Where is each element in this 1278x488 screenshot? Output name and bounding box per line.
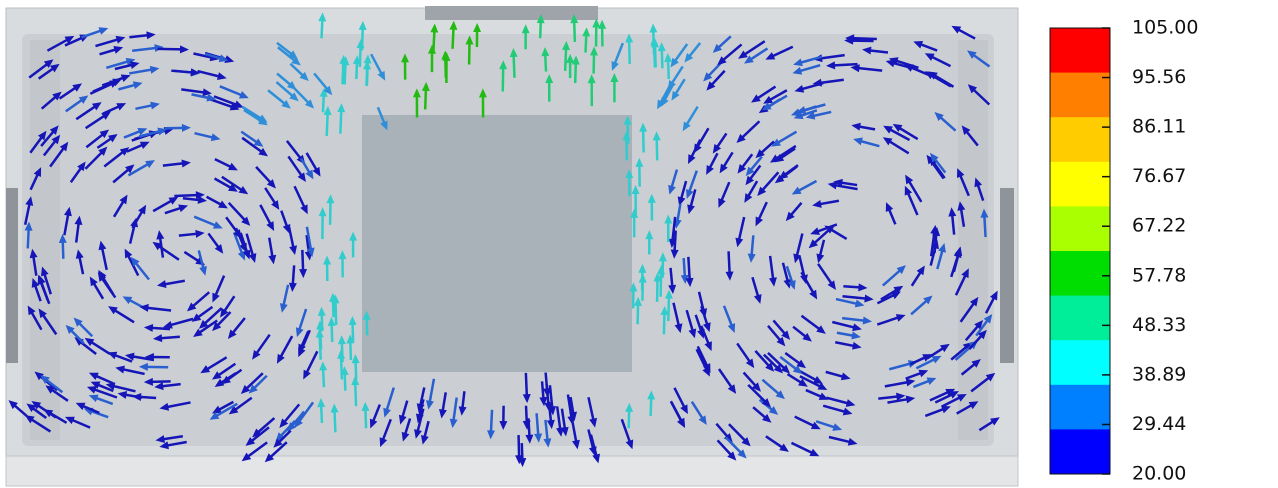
flow-arrow (984, 215, 985, 238)
flow-arrow (150, 381, 171, 382)
flow-arrow (322, 18, 323, 38)
colorbar-label: 29.44 (1132, 413, 1186, 435)
flow-arrow (360, 45, 361, 67)
flow-arrow (668, 59, 669, 79)
flow-arrow (629, 39, 630, 63)
colorbar-segment (1050, 206, 1110, 251)
flow-arrow (729, 251, 730, 274)
colorbar-segment (1050, 73, 1110, 118)
colorbar-label: 95.56 (1132, 66, 1186, 88)
flow-arrow (664, 312, 665, 334)
flow-arrow (335, 300, 336, 325)
flow-arrow (150, 328, 170, 329)
right-port (1000, 188, 1014, 363)
flow-arrow (662, 48, 663, 68)
flow-arrow (345, 62, 346, 84)
flow-arrow (851, 38, 877, 39)
flow-arrow (832, 64, 858, 65)
flow-arrow (334, 409, 335, 432)
flow-arrow (159, 337, 180, 339)
flow-arrow (353, 322, 354, 342)
flow-arrow (643, 129, 644, 153)
flow-arrow (653, 30, 654, 55)
flow-arrow (365, 408, 366, 428)
colorbar-label: 67.22 (1132, 215, 1186, 237)
colorbar-segment (1050, 385, 1110, 430)
flow-arrow (688, 257, 689, 281)
flow-arrow (320, 327, 321, 350)
flow-arrow (340, 109, 341, 134)
colorbar-segment (1050, 251, 1110, 296)
colorbar-segment (1050, 162, 1110, 207)
flow-arrow (174, 195, 199, 196)
flow-arrow (367, 60, 368, 85)
flow-arrow (293, 265, 294, 286)
flow-arrow (526, 373, 527, 397)
colorbar-segment (1050, 429, 1110, 474)
colorbar-label: 57.78 (1132, 264, 1186, 286)
colorbar-segment (1050, 117, 1110, 162)
flow-arrow (565, 47, 566, 71)
flow-arrow (575, 62, 576, 83)
flow-arrow (355, 382, 356, 406)
flow-arrow (519, 435, 520, 458)
colorbar-label: 38.89 (1132, 363, 1186, 385)
flow-arrow (684, 258, 685, 278)
flow-arrow (302, 250, 303, 272)
colorbar: 105.00 95.56 86.11 76.67 67.22 57.78 48.33 38.8… (1050, 17, 1198, 485)
colorbar-label: 20.00 (1132, 463, 1186, 485)
flow-arrow (342, 61, 343, 84)
colorbar-label: 48.33 (1132, 314, 1186, 336)
base (6, 456, 1018, 486)
flow-arrow (574, 20, 575, 42)
colorbar-segment (1050, 340, 1110, 385)
inlet (425, 6, 598, 20)
flow-arrow (341, 356, 342, 380)
colorbar-segment (1050, 28, 1110, 73)
page: {"colorbar": { "ticks": [ {"value": 105,… (0, 0, 1278, 488)
colorbar-label: 105.00 (1132, 17, 1198, 39)
flow-arrow (668, 296, 669, 321)
flow-arrow (491, 410, 492, 434)
center-block (362, 115, 632, 372)
left-port (6, 188, 18, 363)
flow-arrow (425, 88, 426, 110)
flow-arrow (28, 228, 29, 249)
flow-arrow (514, 54, 515, 78)
flow-arrow (327, 112, 328, 136)
colorbar-segment (1050, 296, 1110, 341)
colorbar-label: 86.11 (1132, 116, 1186, 138)
colorbar-label: 76.67 (1132, 165, 1186, 187)
flow-arrow (453, 27, 454, 49)
flow-arrow (158, 49, 183, 50)
screenshot: 105.00 95.56 86.11 76.67 67.22 57.78 48.33 38.8… (0, 0, 1278, 488)
flow-arrow (657, 137, 658, 160)
